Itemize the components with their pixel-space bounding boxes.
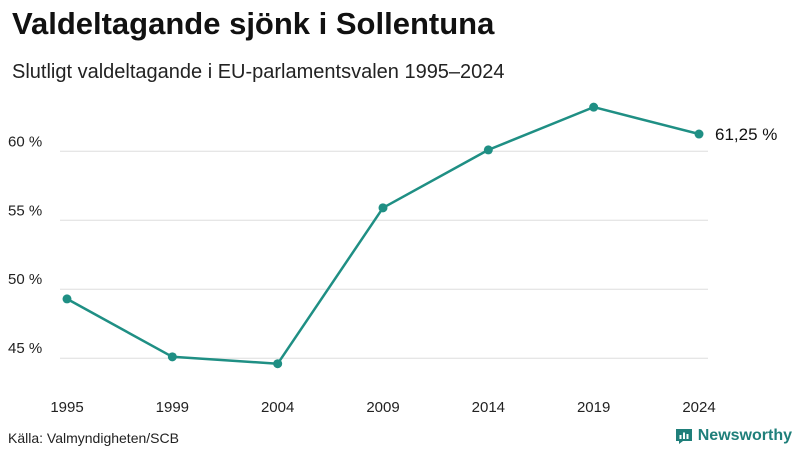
data-point — [483, 145, 493, 155]
newsworthy-logo-icon — [675, 429, 692, 444]
data-point — [167, 352, 177, 362]
brand-logo: Newsworthy — [675, 427, 792, 445]
x-tick-label: 2009 — [366, 399, 399, 416]
end-value-label: 61,25 % — [715, 125, 777, 144]
x-tick-label: 1995 — [50, 399, 83, 416]
series-line — [65, 105, 701, 365]
chart-title: Valdeltagande sjönk i Sollentuna — [12, 6, 495, 41]
x-tick-label: 2014 — [472, 399, 505, 416]
data-point — [694, 129, 704, 139]
brand-name: Newsworthy — [697, 427, 792, 444]
y-tick-label: 50 % — [8, 271, 42, 288]
x-tick-label: 1999 — [156, 399, 189, 416]
data-point — [62, 294, 72, 304]
data-point — [589, 102, 599, 112]
y-tick-label: 45 % — [8, 340, 42, 357]
chart-subtitle: Slutligt valdeltagande i EU-parlamentsva… — [12, 61, 505, 83]
data-point — [378, 203, 388, 213]
x-tick-label: 2019 — [577, 399, 610, 416]
source-note: Källa: Valmyndigheten/SCB — [8, 430, 179, 446]
x-tick-label: 2024 — [682, 399, 715, 416]
x-tick-label: 2004 — [261, 399, 294, 416]
y-tick-label: 55 % — [8, 202, 42, 219]
y-tick-label: 60 % — [8, 133, 42, 150]
data-point — [273, 359, 283, 369]
